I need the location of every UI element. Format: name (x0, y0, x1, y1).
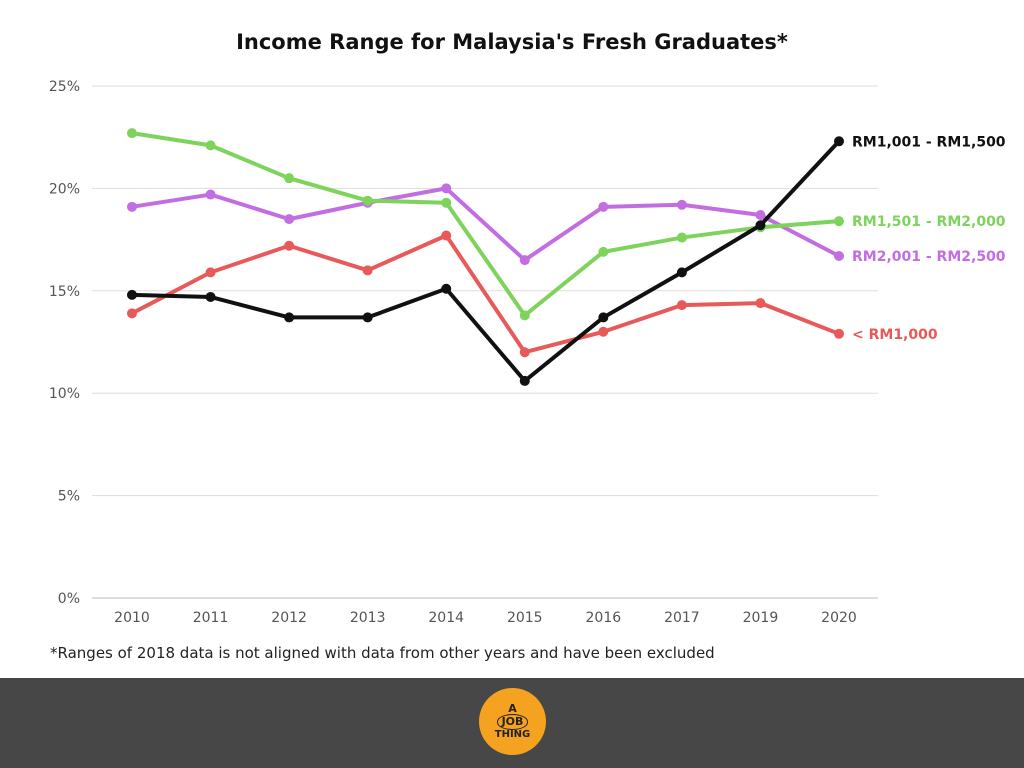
series-line (130, 233, 841, 355)
data-point (598, 326, 609, 337)
series-label: RM1,001 - RM1,500 (852, 134, 1006, 150)
data-point (205, 189, 216, 200)
series-label: RM1,501 - RM2,000 (852, 214, 1006, 230)
data-point (834, 328, 844, 339)
series-label: RM2,001 - RM2,500 (852, 249, 1006, 265)
data-point (834, 250, 844, 261)
data-point (284, 214, 295, 225)
x-tick-label: 2020 (821, 610, 857, 626)
footer-band: A JOB THING (0, 678, 1024, 768)
series-line (130, 131, 841, 318)
data-point (441, 283, 452, 294)
y-tick-label: 25% (49, 79, 80, 95)
data-point (284, 173, 295, 184)
data-point (127, 289, 137, 300)
data-point (519, 255, 530, 266)
data-point (127, 201, 137, 212)
logo-text-job: JOB (496, 714, 529, 730)
x-tick-label: 2016 (586, 610, 622, 626)
footnote: *Ranges of 2018 data is not aligned with… (50, 644, 715, 662)
logo-text-thing: THING (494, 728, 531, 740)
data-point (127, 128, 137, 139)
series-line (130, 139, 841, 383)
data-point (284, 240, 295, 251)
data-point (205, 267, 216, 278)
data-point (362, 195, 373, 206)
logo-badge: A JOB THING (479, 688, 546, 755)
data-point (676, 267, 687, 278)
data-point (362, 312, 373, 323)
x-tick-label: 2015 (507, 610, 543, 626)
x-tick-label: 2017 (664, 610, 700, 626)
data-point (441, 183, 452, 194)
x-tick-label: 2014 (428, 610, 464, 626)
y-tick-label: 15% (49, 284, 80, 300)
x-tick-label: 2019 (743, 610, 779, 626)
data-point (284, 312, 295, 323)
data-point (676, 199, 687, 210)
data-point (205, 140, 216, 151)
data-point (127, 308, 137, 319)
data-point (834, 216, 844, 227)
data-point (755, 298, 766, 309)
data-point (441, 230, 452, 241)
data-point (834, 136, 844, 147)
data-point (441, 197, 452, 208)
y-tick-label: 10% (49, 386, 80, 402)
line-chart: 0% 5% 10% 15% 20% 25% 2010 2011 2012 2013 2014 2015… (49, 79, 1006, 626)
data-point (362, 265, 373, 276)
data-point (519, 310, 530, 321)
x-tick-label: 2010 (114, 610, 150, 626)
data-point (205, 291, 216, 302)
x-tick-label: 2012 (271, 610, 307, 626)
data-point (676, 300, 687, 311)
y-tick-label: 0% (58, 591, 80, 607)
data-point (755, 220, 766, 231)
data-point (519, 375, 530, 386)
series-label: < RM1,000 (852, 327, 938, 343)
data-point (598, 312, 609, 323)
y-tick-label: 5% (58, 489, 80, 505)
y-tick-label: 20% (49, 181, 80, 197)
x-tick-label: 2013 (350, 610, 386, 626)
logo-text-a: A (508, 701, 517, 715)
data-point (519, 347, 530, 358)
chart-title: Income Range for Malaysia's Fresh Gradua… (236, 30, 788, 54)
data-point (755, 210, 766, 221)
x-tick-label: 2011 (193, 610, 229, 626)
data-point (598, 246, 609, 257)
data-point (676, 232, 687, 243)
data-point (598, 201, 609, 212)
series-line (130, 186, 841, 263)
